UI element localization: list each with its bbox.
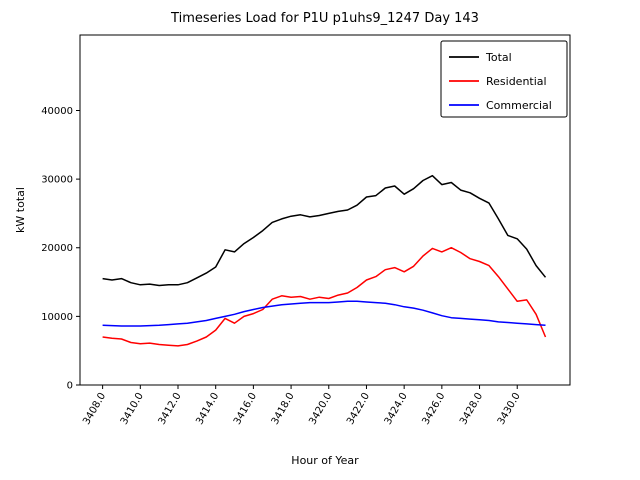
plot-border bbox=[79, 34, 571, 386]
legend-box bbox=[440, 40, 568, 118]
y-axis-label: kW total bbox=[14, 187, 27, 233]
line-commercial bbox=[102, 300, 546, 327]
x-tick-label: 3408.0 bbox=[81, 391, 108, 427]
x-axis-label: Hour of Year bbox=[291, 454, 359, 467]
legend-label-residential: Residential bbox=[486, 75, 547, 88]
legend-label-commercial: Commercial bbox=[486, 99, 552, 112]
x-tick-label: 3430.0 bbox=[496, 391, 523, 427]
x-tick-label: 3422.0 bbox=[345, 391, 372, 427]
x-tick-label: 3410.0 bbox=[119, 391, 146, 427]
y-tick-label: 10000 bbox=[41, 312, 73, 323]
x-tick-label: 3420.0 bbox=[307, 391, 334, 427]
x-tick-label: 3418.0 bbox=[270, 391, 297, 427]
x-tick-label: 3412.0 bbox=[157, 391, 184, 427]
x-ticks: 3408.0 3410.0 3412.0 3414.0 3416.0 3418.0 3420… bbox=[81, 385, 523, 427]
y-tick-label: 20000 bbox=[41, 243, 73, 254]
legend: Total Residential Commercial bbox=[440, 40, 568, 118]
x-tick-label: 3416.0 bbox=[232, 391, 259, 427]
y-ticks: 0 10000 20000 30000 40000 bbox=[41, 106, 80, 392]
x-tick-label: 3428.0 bbox=[458, 391, 485, 427]
line-residential bbox=[102, 246, 547, 347]
x-tick-label: 3424.0 bbox=[383, 391, 410, 427]
y-tick-label: 40000 bbox=[41, 106, 73, 117]
line-total bbox=[102, 174, 547, 287]
y-tick-label: 30000 bbox=[41, 175, 73, 186]
series-lines bbox=[102, 174, 547, 347]
y-tick-label: 0 bbox=[67, 381, 73, 392]
x-tick-label: 3426.0 bbox=[420, 391, 447, 427]
legend-label-total: Total bbox=[485, 51, 512, 64]
chart-title: Timeseries Load for P1U p1uhs9_1247 Day … bbox=[170, 11, 479, 26]
x-tick-label: 3414.0 bbox=[194, 391, 221, 427]
